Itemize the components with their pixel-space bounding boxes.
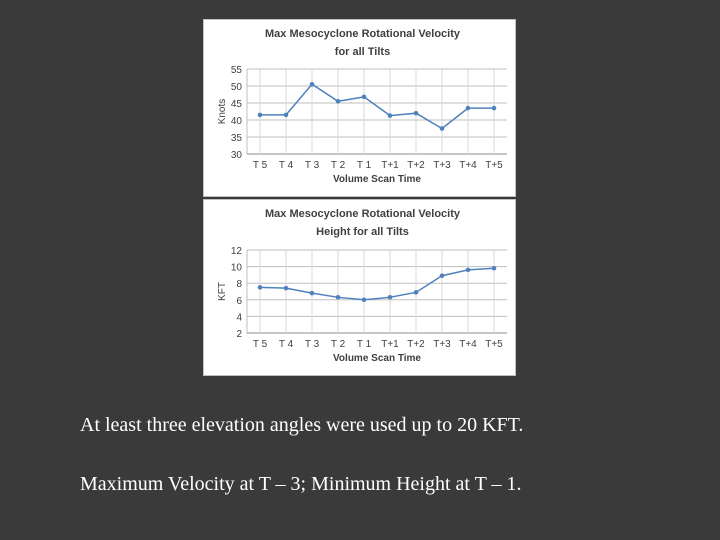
data-point xyxy=(361,94,367,100)
x-tick-label: T+2 xyxy=(407,160,425,171)
x-tick-label: T 2 xyxy=(331,339,346,350)
data-point xyxy=(283,285,289,291)
data-point xyxy=(491,105,497,111)
x-tick-label: T 5 xyxy=(253,339,268,350)
data-point xyxy=(387,113,393,118)
chart-svg: Max Mesocyclone Rotational Velocity for a… xyxy=(217,28,507,185)
y-tick-label: 45 xyxy=(231,99,243,110)
x-tick-label: T 3 xyxy=(305,339,320,350)
data-point xyxy=(335,295,341,300)
x-tick-label: T 1 xyxy=(357,160,372,171)
data-point xyxy=(465,267,471,273)
series-line xyxy=(259,267,495,301)
data-point xyxy=(309,290,315,296)
data-point xyxy=(439,126,445,131)
x-axis-label: Volume Scan Time xyxy=(333,353,421,364)
data-point xyxy=(283,112,289,118)
x-axis-label: Volume Scan Time xyxy=(333,174,421,185)
x-tick-label: T 3 xyxy=(305,160,320,171)
data-point xyxy=(491,265,497,271)
data-point xyxy=(413,110,419,116)
y-tick-label: 55 xyxy=(231,65,243,76)
x-tick-label: T+5 xyxy=(485,339,503,350)
x-tick-label: T 5 xyxy=(253,160,268,171)
caption-elevation-angles: At least three elevation angles were use… xyxy=(80,414,524,436)
data-point xyxy=(387,295,393,300)
data-point xyxy=(257,112,263,118)
x-tick-label: T 4 xyxy=(279,160,294,171)
y-tick-label: 35 xyxy=(231,133,243,144)
x-tick-label: T 2 xyxy=(331,160,346,171)
caption-max-min: Maximum Velocity at T – 3; Minimum Heigh… xyxy=(80,473,522,495)
y-tick-label: 12 xyxy=(231,246,243,257)
y-tick-label: 8 xyxy=(236,279,242,290)
data-point xyxy=(257,285,263,290)
y-tick-label: 10 xyxy=(231,263,243,274)
data-point xyxy=(361,297,367,303)
y-axis-label: KFT xyxy=(217,282,228,301)
y-tick-label: 30 xyxy=(231,150,243,161)
x-tick-label: T+3 xyxy=(433,160,451,171)
y-tick-label: 50 xyxy=(231,82,243,93)
x-tick-label: T+2 xyxy=(407,339,425,350)
x-tick-label: T 1 xyxy=(357,339,372,350)
x-tick-label: T+1 xyxy=(381,339,399,350)
chart-title-line: for all Tilts xyxy=(335,46,390,58)
x-tick-label: T 4 xyxy=(279,339,294,350)
x-tick-label: T+4 xyxy=(459,160,477,171)
chart-title-line: Height for all Tilts xyxy=(316,226,409,238)
x-tick-label: T+3 xyxy=(433,339,451,350)
y-tick-label: 2 xyxy=(236,329,242,340)
data-point xyxy=(335,99,341,104)
velocity-chart: Max Mesocyclone Rotational Velocity for a… xyxy=(203,19,516,197)
data-point xyxy=(439,273,445,279)
chart-svg: Max Mesocyclone Rotational Velocity Heigh… xyxy=(217,208,507,364)
data-point xyxy=(309,82,315,87)
x-tick-label: T+1 xyxy=(381,160,399,171)
height-chart: Max Mesocyclone Rotational Velocity Heigh… xyxy=(203,199,516,376)
x-tick-label: T+5 xyxy=(485,160,503,171)
y-tick-label: 6 xyxy=(236,296,242,307)
data-point xyxy=(413,290,419,295)
series-line xyxy=(260,83,494,130)
chart-title-line: Max Mesocyclone Rotational Velocity xyxy=(265,28,461,40)
x-tick-label: T+4 xyxy=(459,339,477,350)
chart-title-line: Max Mesocyclone Rotational Velocity xyxy=(265,208,461,220)
y-tick-label: 4 xyxy=(236,312,242,323)
y-tick-label: 40 xyxy=(231,116,243,127)
data-point xyxy=(465,105,471,111)
y-axis-label: Knots xyxy=(217,99,228,125)
